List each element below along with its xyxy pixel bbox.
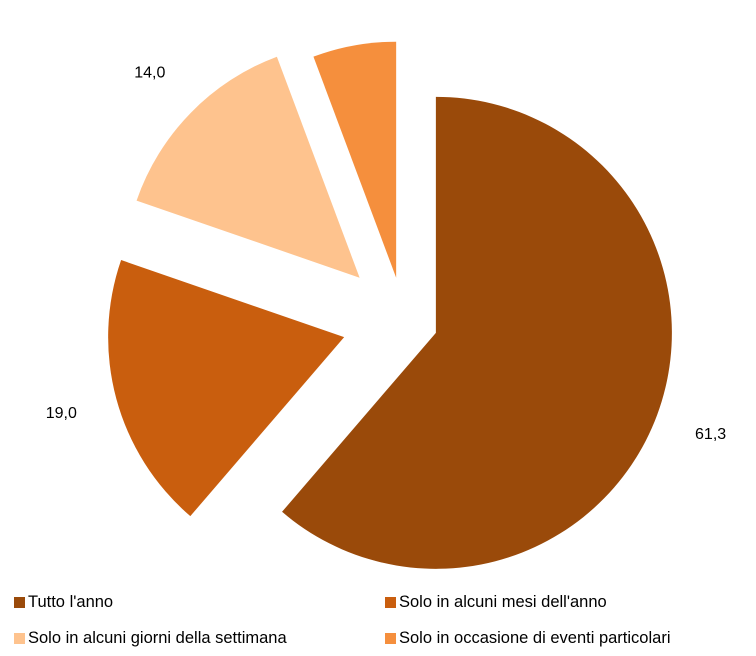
- data-label-alcuni-mesi: 19,0: [46, 405, 77, 422]
- legend-swatch-eventi-particolari: [385, 632, 396, 644]
- pie-slices: [108, 41, 672, 569]
- legend-item-alcuni-mesi: Solo in alcuni mesi dell'anno: [385, 592, 754, 612]
- legend-swatch-tutto-lanno: [14, 596, 25, 608]
- pie-slice-eventi-particolari: [313, 41, 397, 278]
- pie-data-labels: 61,319,014,05,7: [46, 65, 727, 444]
- pie-slice-alcuni-giorni: [136, 56, 360, 278]
- pie-chart: 61,319,014,05,7: [46, 41, 727, 569]
- pie-slice-alcuni-mesi: [108, 260, 345, 517]
- legend-swatch-alcuni-mesi: [385, 596, 396, 608]
- legend-label-alcuni-mesi: Solo in alcuni mesi dell'anno: [399, 593, 607, 611]
- legend-swatch-alcuni-giorni: [14, 632, 25, 644]
- legend: Tutto l'anno Solo in alcuni mesi dell'an…: [14, 592, 754, 648]
- legend-label-eventi-particolari: Solo in occasione di eventi particolari: [399, 629, 671, 647]
- legend-item-eventi-particolari: Solo in occasione di eventi particolari: [385, 628, 754, 648]
- data-label-tutto-lanno: 61,3: [695, 426, 726, 443]
- legend-item-alcuni-giorni: Solo in alcuni giorni della settimana: [14, 628, 385, 648]
- data-label-alcuni-giorni: 14,0: [134, 65, 165, 82]
- pie-slice-tutto-lanno: [282, 96, 672, 569]
- legend-label-tutto-lanno: Tutto l'anno: [28, 593, 114, 611]
- legend-item-tutto-lanno: Tutto l'anno: [14, 592, 385, 612]
- legend-label-alcuni-giorni: Solo in alcuni giorni della settimana: [28, 629, 287, 647]
